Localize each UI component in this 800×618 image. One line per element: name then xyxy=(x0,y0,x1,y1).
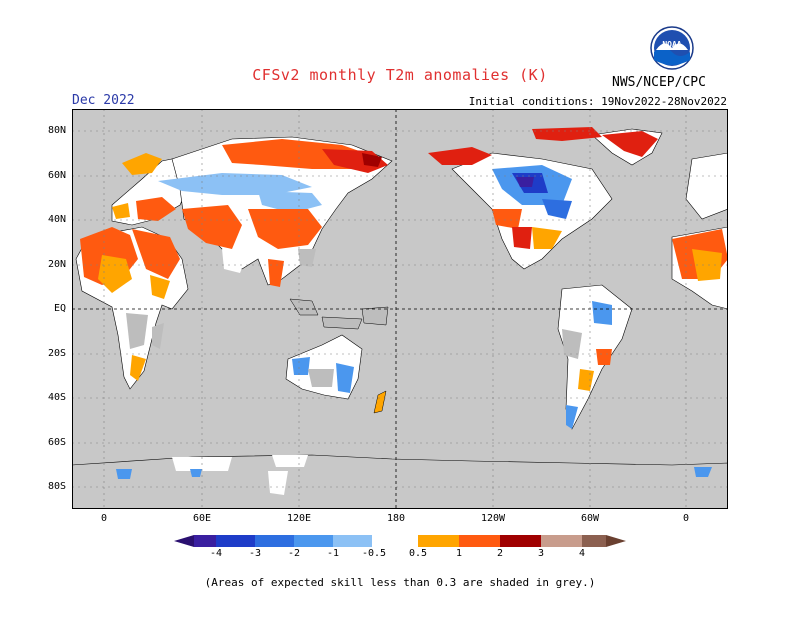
lon-label-120w: 120W xyxy=(480,513,506,524)
colorbar-bin-4-3 xyxy=(216,535,255,547)
colorbar-label-2: 2 xyxy=(496,548,504,559)
chart-title: CFSv2 monthly T2m anomalies (K) xyxy=(252,66,548,84)
lat-label-60s: 60S xyxy=(47,437,66,448)
colorbar-label-m2: -2 xyxy=(287,548,301,559)
colorbar-bin-05-1 xyxy=(418,535,459,547)
europe-region xyxy=(111,153,193,226)
lon-label-60w: 60W xyxy=(580,513,600,524)
lat-label-40n: 40N xyxy=(47,214,66,225)
colorbar-bin-neutral xyxy=(372,535,418,547)
lat-label-60n: 60N xyxy=(47,170,66,181)
asia-region xyxy=(158,136,393,287)
colorbar-arrow-left xyxy=(174,535,194,547)
map-frame xyxy=(72,109,728,509)
indonesia-region xyxy=(289,298,389,330)
colorbar-label-m1: -1 xyxy=(326,548,340,559)
colorbar-bin-1-2 xyxy=(459,535,500,547)
colorbar-label-m4: -4 xyxy=(209,548,223,559)
lat-label-80n: 80N xyxy=(47,125,66,136)
lat-label-80s: 80S xyxy=(47,481,66,492)
colorbar-bin-1-05 xyxy=(333,535,372,547)
australia-region xyxy=(285,334,387,414)
africa-region xyxy=(75,226,189,390)
colorbar-bin-3-4 xyxy=(541,535,582,547)
colorbar-label-3: 3 xyxy=(537,548,545,559)
forecast-month: Dec 2022 xyxy=(72,93,135,108)
colorbar-label-4: 4 xyxy=(578,548,586,559)
logo-text: NOAA xyxy=(662,40,681,49)
colorbar-arrow-right xyxy=(606,535,626,547)
agency-label: NWS/NCEP/CPC xyxy=(612,75,706,90)
colorbar-label-m05: -0.5 xyxy=(361,548,387,559)
lat-label-20n: 20N xyxy=(47,259,66,270)
lon-label-180: 180 xyxy=(386,513,406,524)
north-america-region xyxy=(428,127,663,270)
colorbar-bin-ge-4 xyxy=(582,535,606,547)
colorbar-bin-3-2 xyxy=(255,535,294,547)
colorbar xyxy=(174,535,626,547)
colorbar-label-1: 1 xyxy=(455,548,463,559)
lon-label-60e: 60E xyxy=(192,513,212,524)
skill-footnote: (Areas of expected skill less than 0.3 a… xyxy=(204,576,596,589)
anomaly-map xyxy=(72,109,728,509)
lat-label-20s: 20S xyxy=(47,348,66,359)
initial-conditions: Initial conditions: 19Nov2022-28Nov2022 xyxy=(468,95,727,108)
lat-label-eq: EQ xyxy=(53,303,66,314)
noaa-logo: NOAA xyxy=(650,26,694,70)
colorbar-bin-2-1 xyxy=(294,535,333,547)
lat-gridlines xyxy=(72,130,728,488)
lon-label-0: 0 xyxy=(100,513,108,524)
colorbar-bin-2-3 xyxy=(500,535,541,547)
lat-label-40s: 40S xyxy=(47,392,66,403)
colorbar-bin-le-4 xyxy=(194,535,216,547)
colorbar-label-m3: -3 xyxy=(248,548,262,559)
lon-label-120e: 120E xyxy=(286,513,312,524)
lon-label-0-right: 0 xyxy=(682,513,690,524)
colorbar-label-05: 0.5 xyxy=(408,548,428,559)
